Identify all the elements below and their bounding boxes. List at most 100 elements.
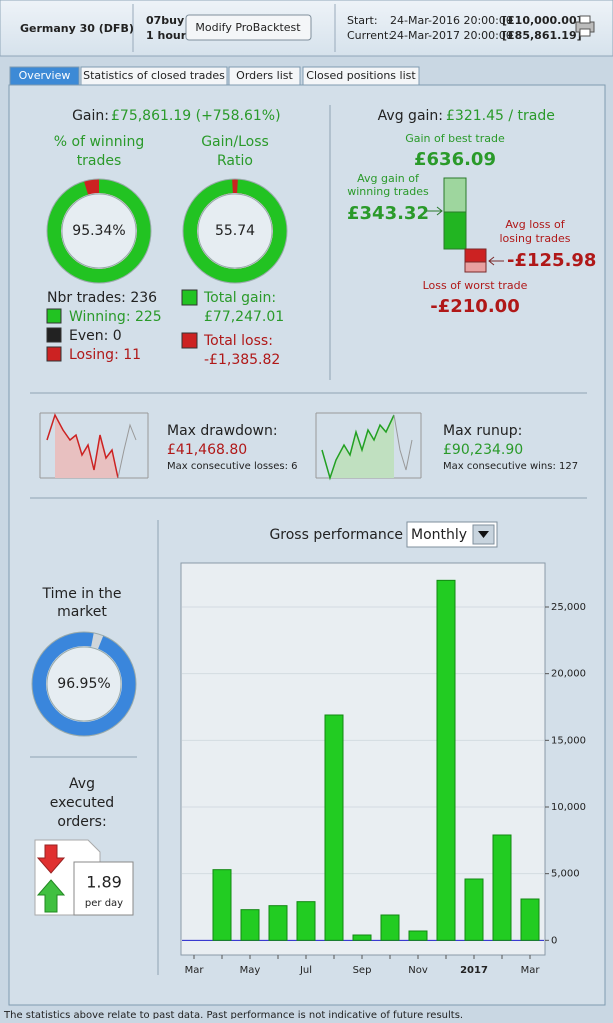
label-line: Avg gain of bbox=[357, 172, 420, 185]
x-tick-label: Nov bbox=[408, 965, 428, 976]
x-tick-label: 2017 bbox=[460, 965, 488, 976]
tab[interactable] bbox=[9, 66, 80, 86]
bar bbox=[520, 898, 540, 941]
even-count: Even: 0 bbox=[69, 328, 122, 344]
orders-value: 1.89 bbox=[86, 873, 122, 892]
tab[interactable] bbox=[80, 66, 228, 86]
modify-button[interactable] bbox=[185, 14, 312, 41]
instrument: Germany 30 (DFB) bbox=[20, 22, 134, 35]
orders-unit: per day bbox=[85, 898, 123, 909]
loss-swatch bbox=[46, 346, 62, 362]
label-line: % of winning bbox=[54, 134, 144, 150]
modify-button-label[interactable]: Modify ProBacktest bbox=[195, 21, 301, 34]
runup-value: £90,234.90 bbox=[443, 442, 523, 458]
avg-win-value: £343.32 bbox=[347, 203, 429, 224]
label-line: Time in the bbox=[42, 586, 122, 602]
current-date: 24-Mar-2017 20:00:00 bbox=[390, 29, 513, 42]
donut-center bbox=[61, 193, 137, 269]
drawdown-detail: Max consecutive losses: 6 bbox=[167, 461, 298, 472]
label-line: Avg loss of bbox=[505, 218, 565, 231]
start-capital: [£10,000.00] bbox=[502, 14, 582, 27]
current-label: Current: bbox=[347, 29, 392, 42]
donut-rim bbox=[182, 178, 288, 284]
total-loss-label: Total loss: bbox=[203, 333, 273, 349]
runup-label: Max runup: bbox=[443, 423, 522, 439]
label-line: orders: bbox=[57, 814, 106, 830]
best-bar bbox=[443, 177, 467, 213]
print-icon[interactable] bbox=[575, 15, 595, 37]
x-tick-label: Jul bbox=[299, 965, 312, 976]
y-tick-label: 25,000 bbox=[551, 602, 586, 613]
label-line: Gain/Loss bbox=[201, 134, 269, 150]
tab[interactable] bbox=[228, 66, 301, 86]
total-gain-value: £77,247.01 bbox=[204, 309, 284, 325]
bar bbox=[492, 834, 512, 941]
runup-mini-chart bbox=[315, 412, 422, 481]
winning-count: Winning: 225 bbox=[69, 309, 162, 325]
drawdown-mini-chart bbox=[39, 412, 149, 479]
x-tick-label: May bbox=[240, 965, 261, 976]
bar bbox=[352, 934, 372, 941]
bar bbox=[408, 930, 428, 941]
chart-title: Gross performance bbox=[269, 527, 403, 543]
start-date: 24-Mar-2016 20:00:00 bbox=[390, 14, 513, 27]
bar bbox=[296, 901, 316, 941]
x-tick-label: Mar bbox=[185, 965, 205, 976]
donut-rim bbox=[31, 631, 137, 737]
tab[interactable] bbox=[302, 66, 420, 86]
bar bbox=[240, 909, 260, 941]
gain-value: £75,861.19 (+758.61%) bbox=[111, 108, 281, 124]
bar bbox=[380, 914, 400, 941]
nbr-trades: Nbr trades: 236 bbox=[47, 290, 157, 306]
drawdown-value: £41,468.80 bbox=[167, 442, 247, 458]
y-tick-label: 10,000 bbox=[551, 802, 586, 813]
tab-label[interactable]: Closed positions list bbox=[306, 69, 416, 82]
worst-value: -£210.00 bbox=[430, 296, 519, 317]
dropdown-arrow[interactable] bbox=[478, 531, 489, 538]
best-label: Gain of best trade bbox=[405, 132, 505, 145]
tab-label[interactable]: Orders list bbox=[236, 69, 293, 82]
avg-loss-value: -£125.98 bbox=[507, 250, 596, 271]
label-line: winning trades bbox=[347, 185, 429, 198]
label-line: executed bbox=[50, 795, 114, 811]
bar bbox=[268, 905, 288, 941]
tab-label[interactable]: Overview bbox=[19, 69, 71, 82]
bar bbox=[212, 869, 232, 941]
x-tick-label: Mar bbox=[521, 965, 541, 976]
label-line: losing trades bbox=[499, 232, 570, 245]
loss-swatch bbox=[181, 332, 198, 349]
donut-label: 95.34% bbox=[72, 223, 125, 239]
tab-label[interactable]: Statistics of closed trades bbox=[83, 69, 225, 82]
avg-gain-label: Avg gain: bbox=[378, 108, 443, 124]
gain-swatch bbox=[181, 289, 198, 306]
win-swatch bbox=[46, 308, 62, 324]
donut-label: 96.95% bbox=[57, 676, 110, 692]
label-line: market bbox=[57, 604, 107, 620]
donut-center bbox=[197, 193, 273, 269]
label-line: trades bbox=[77, 153, 122, 169]
worst-label: Loss of worst trade bbox=[423, 279, 528, 292]
donut-arc bbox=[183, 179, 287, 283]
label-line: Ratio bbox=[217, 153, 253, 169]
orders-icon bbox=[34, 839, 134, 916]
y-tick-label: 0 bbox=[551, 935, 557, 946]
system: 07buy bbox=[146, 14, 184, 27]
losing-count: Losing: 11 bbox=[69, 347, 141, 363]
even-swatch bbox=[46, 327, 62, 343]
bar bbox=[464, 878, 484, 941]
footer: The statistics above relate to past data… bbox=[3, 1010, 463, 1019]
x-tick-label: Sep bbox=[353, 965, 372, 976]
plot-area bbox=[180, 562, 546, 956]
worst-bar bbox=[464, 261, 487, 273]
donut-center bbox=[46, 646, 122, 722]
total-gain-label: Total gain: bbox=[203, 290, 276, 306]
best-value: £636.09 bbox=[414, 149, 496, 170]
current-capital: [£85,861.19] bbox=[502, 29, 582, 42]
runup-detail: Max consecutive wins: 127 bbox=[443, 461, 578, 472]
donut-arc bbox=[47, 179, 151, 283]
period-value[interactable]: Monthly bbox=[411, 527, 467, 543]
y-tick-label: 5,000 bbox=[551, 869, 580, 880]
avg-gain-value: £321.45 / trade bbox=[446, 108, 555, 124]
bar bbox=[436, 579, 456, 941]
